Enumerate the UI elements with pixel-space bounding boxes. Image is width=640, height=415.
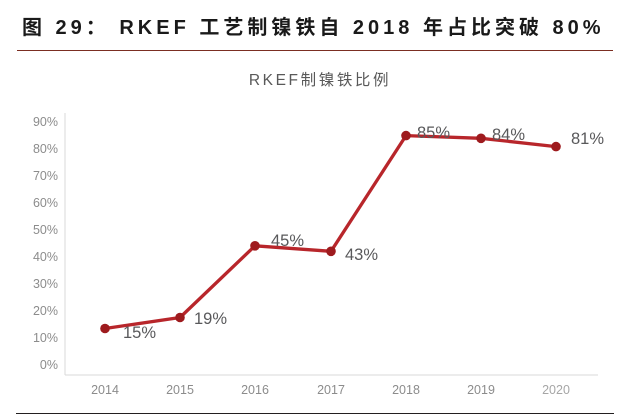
svg-text:90%: 90% [33,115,58,129]
svg-text:2014: 2014 [91,383,119,397]
svg-text:60%: 60% [33,196,58,210]
svg-text:2018: 2018 [392,383,420,397]
svg-text:80%: 80% [33,142,58,156]
svg-text:43%: 43% [345,246,378,264]
svg-text:50%: 50% [33,223,58,237]
svg-text:40%: 40% [33,250,58,264]
svg-text:85%: 85% [417,124,450,142]
svg-text:20%: 20% [33,304,58,318]
svg-text:10%: 10% [33,331,58,345]
svg-text:15%: 15% [123,324,156,342]
svg-text:45%: 45% [271,232,304,250]
svg-text:2017: 2017 [317,383,345,397]
svg-text:2015: 2015 [166,383,194,397]
svg-text:70%: 70% [33,169,58,183]
svg-text:81%: 81% [571,130,604,148]
svg-text:2016: 2016 [241,383,269,397]
svg-text:2019: 2019 [467,383,495,397]
svg-text:84%: 84% [492,126,525,144]
svg-text:2020: 2020 [542,383,570,397]
svg-text:19%: 19% [194,310,227,328]
svg-text:30%: 30% [33,277,58,291]
svg-text:0%: 0% [40,358,58,372]
